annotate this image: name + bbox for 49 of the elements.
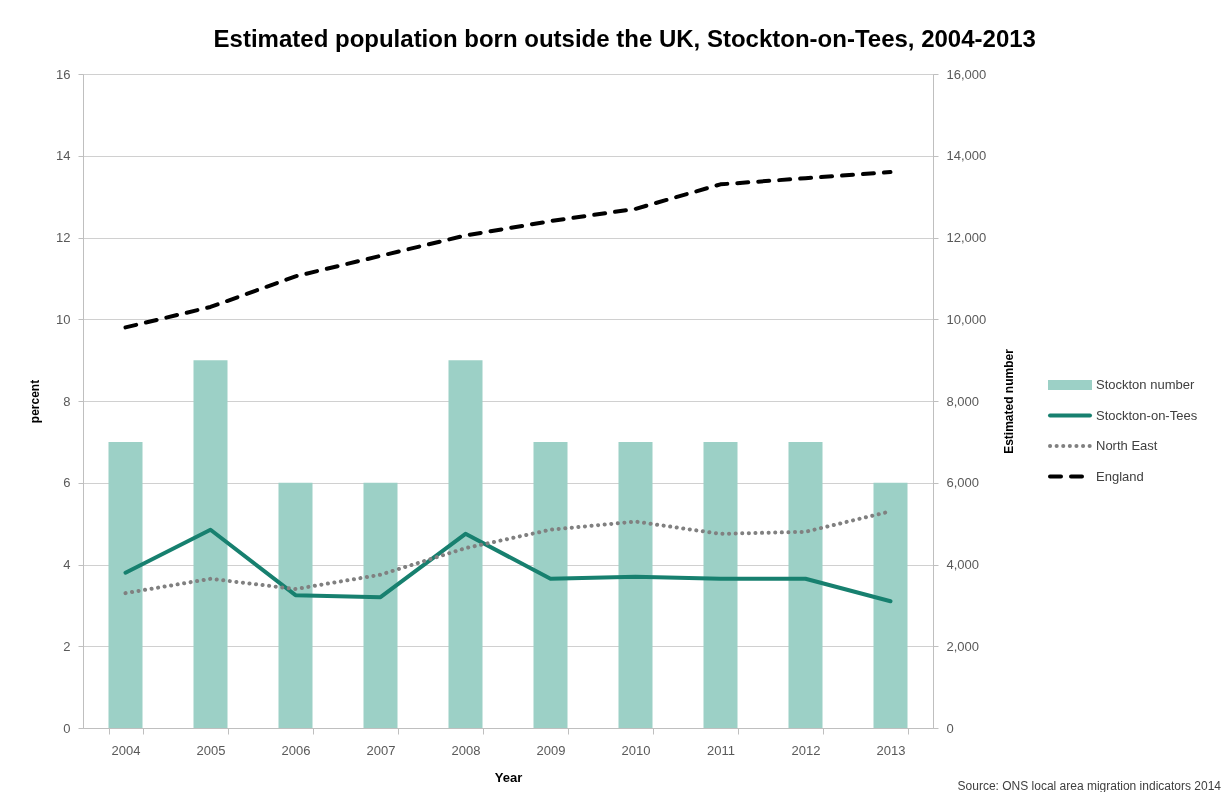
x-axis-title: Year (494, 769, 523, 785)
x-tick-label: 2010 (621, 742, 651, 758)
y-tick-label: 2 (63, 638, 71, 654)
y2-tick-label: 16,000 (946, 66, 987, 82)
y-tick-label: 0 (63, 720, 71, 736)
legend-label: North East (1096, 438, 1158, 453)
y-tick-label: 6 (63, 475, 71, 491)
legend-label: England (1096, 468, 1144, 484)
chart-title: Estimated population born outside the UK, Stockton-on-Tees, 2004-2013 (213, 25, 1036, 52)
x-tick-label: 2004 (111, 742, 141, 758)
y2-tick-label: 14,000 (946, 148, 987, 164)
x-tick-label: 2011 (707, 742, 735, 758)
bar (193, 360, 228, 728)
y2-tick-label: 2,000 (946, 638, 980, 654)
y-tick-label: 14 (56, 148, 71, 164)
legend-label: Stockton-on-Tees (1096, 407, 1198, 423)
y2-axis-title: Estimated number (1002, 348, 1017, 454)
y-tick-label: 10 (56, 311, 71, 327)
x-tick-label: 2007 (366, 742, 396, 758)
y-axis-title: percent (28, 379, 43, 424)
bar (703, 441, 738, 728)
x-tick-label: 2006 (281, 742, 311, 758)
bar (873, 482, 908, 728)
line-series (123, 527, 893, 604)
bar (533, 441, 568, 728)
bar (108, 441, 143, 728)
y2-tick-label: 10,000 (946, 311, 987, 327)
x-tick-label: 2009 (536, 742, 566, 758)
x-tick-label: 2012 (791, 742, 821, 758)
y2-tick-label: 6,000 (946, 475, 980, 491)
bar (618, 441, 653, 728)
bar (788, 441, 823, 728)
x-tick-label: 2013 (876, 742, 906, 758)
y2-tick-label: 4,000 (946, 557, 980, 572)
source-note: Source: ONS local area migration indicators 2014 (957, 779, 1222, 793)
y-tick-label: 12 (56, 230, 71, 245)
x-tick-label: 2005 (196, 742, 226, 758)
y-tick-label: 8 (63, 393, 71, 409)
bar (448, 360, 483, 728)
y2-tick-label: 8,000 (946, 393, 980, 409)
legend-label: Stockton number (1096, 377, 1195, 392)
y-tick-label: 4 (63, 557, 71, 572)
bar (363, 482, 398, 728)
y2-tick-label: 12,000 (946, 230, 987, 245)
line-series (123, 170, 893, 330)
x-tick-label: 2008 (451, 742, 481, 758)
y-tick-label: 16 (56, 66, 71, 82)
bar (278, 482, 313, 728)
y2-tick-label: 0 (946, 720, 954, 736)
